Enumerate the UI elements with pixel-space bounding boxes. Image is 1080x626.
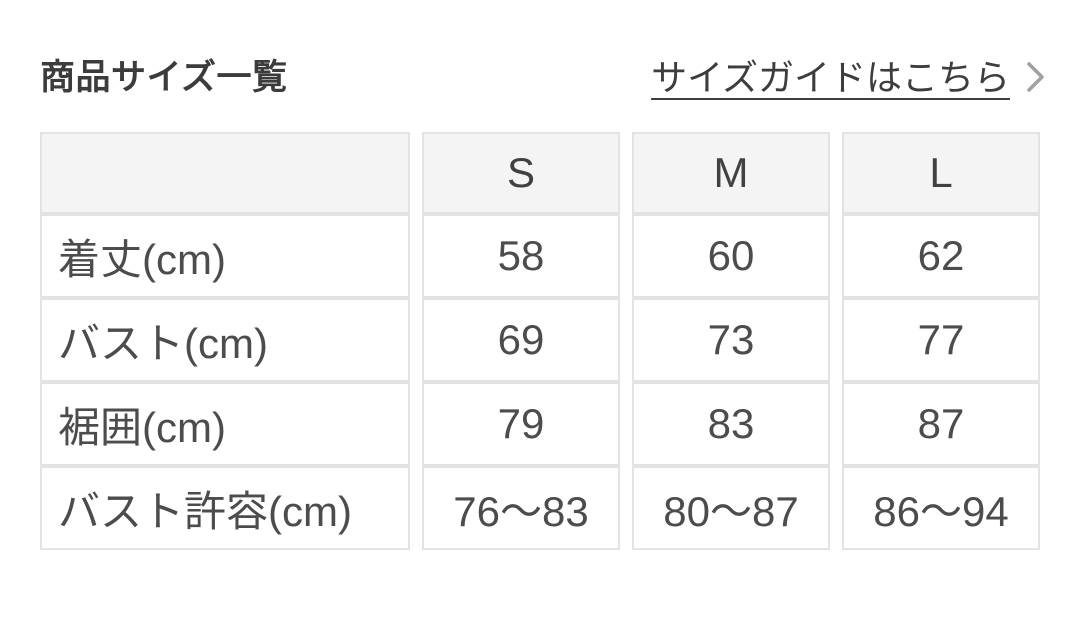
- cell-hem-m: 83: [632, 382, 830, 467]
- cell-bust-allowance-s: 76〜83: [422, 466, 620, 551]
- cell-bust-allowance-l: 86〜94: [842, 466, 1040, 551]
- table-row-bust: バスト(cm) 69 73 77: [40, 298, 1040, 383]
- cell-bust-l: 77: [842, 298, 1040, 383]
- row-label-length: 着丈(cm): [40, 214, 410, 299]
- chevron-right-icon[interactable]: [1026, 60, 1046, 94]
- cell-hem-l: 87: [842, 382, 1040, 467]
- row-label-bust-allowance: バスト許容(cm): [40, 466, 410, 551]
- table-row-hem: 裾囲(cm) 79 83 87: [40, 382, 1040, 467]
- size-guide-link-group[interactable]: サイズガイドはこちら: [651, 56, 1046, 99]
- section-header: 商品サイズ一覧 サイズガイドはこちら: [40, 56, 1046, 99]
- size-table-header-row: S M L: [40, 132, 1040, 215]
- cell-bust-allowance-m: 80〜87: [632, 466, 830, 551]
- cell-length-s: 58: [422, 214, 620, 299]
- table-row-bust-allowance: バスト許容(cm) 76〜83 80〜87 86〜94: [40, 466, 1040, 551]
- cell-bust-s: 69: [422, 298, 620, 383]
- product-size-table: S M L 着丈(cm) 58 60 62 バスト(cm) 69 73 77 裾…: [28, 132, 1052, 551]
- cell-hem-s: 79: [422, 382, 620, 467]
- row-label-bust: バスト(cm): [40, 298, 410, 383]
- column-header-empty: [40, 132, 410, 215]
- table-row-length: 着丈(cm) 58 60 62: [40, 214, 1040, 299]
- page-title: 商品サイズ一覧: [40, 58, 288, 98]
- cell-length-m: 60: [632, 214, 830, 299]
- column-header-size-s: S: [422, 132, 620, 215]
- row-label-hem: 裾囲(cm): [40, 382, 410, 467]
- column-header-size-m: M: [632, 132, 830, 215]
- column-header-size-l: L: [842, 132, 1040, 215]
- cell-bust-m: 73: [632, 298, 830, 383]
- cell-length-l: 62: [842, 214, 1040, 299]
- size-guide-link[interactable]: サイズガイドはこちら: [651, 57, 1010, 98]
